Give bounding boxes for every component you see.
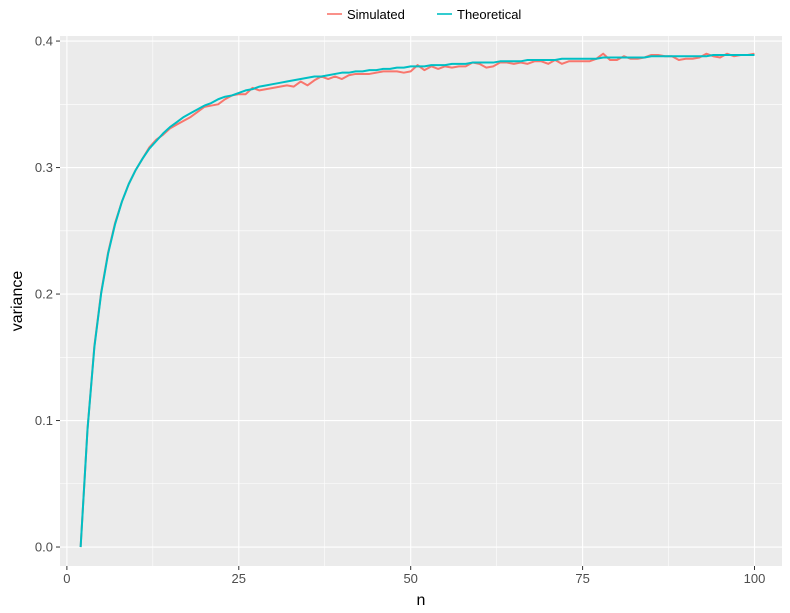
y-tick-label: 0.3 bbox=[35, 160, 53, 175]
y-axis: 0.0 0.1 0.2 0.3 0.4 bbox=[35, 34, 60, 555]
legend-item-theoretical[interactable]: Theoretical bbox=[437, 7, 521, 22]
series-layer bbox=[79, 52, 755, 548]
y-tick-label: 0.0 bbox=[35, 540, 53, 555]
y-axis-title: variance bbox=[9, 271, 26, 332]
x-axis: 0 25 50 75 100 bbox=[63, 566, 765, 586]
legend-label-theoretical: Theoretical bbox=[457, 7, 521, 22]
legend-item-simulated[interactable]: Simulated bbox=[327, 7, 405, 22]
x-axis-title: n bbox=[417, 592, 426, 609]
x-tick-label: 50 bbox=[403, 571, 417, 586]
major-gridlines bbox=[60, 36, 782, 566]
legend-label-simulated: Simulated bbox=[347, 7, 405, 22]
x-tick-label: 100 bbox=[744, 571, 766, 586]
y-tick-label: 0.4 bbox=[35, 34, 53, 49]
series-line-theoretical bbox=[79, 53, 755, 548]
y-tick-label: 0.2 bbox=[35, 287, 53, 302]
minor-gridlines bbox=[60, 36, 782, 566]
x-tick-label: 0 bbox=[63, 571, 70, 586]
y-tick-label: 0.1 bbox=[35, 413, 53, 428]
x-tick-label: 25 bbox=[232, 571, 246, 586]
plot-panel bbox=[60, 36, 782, 566]
legend: Simulated Theoretical bbox=[327, 7, 521, 22]
x-tick-label: 75 bbox=[575, 571, 589, 586]
